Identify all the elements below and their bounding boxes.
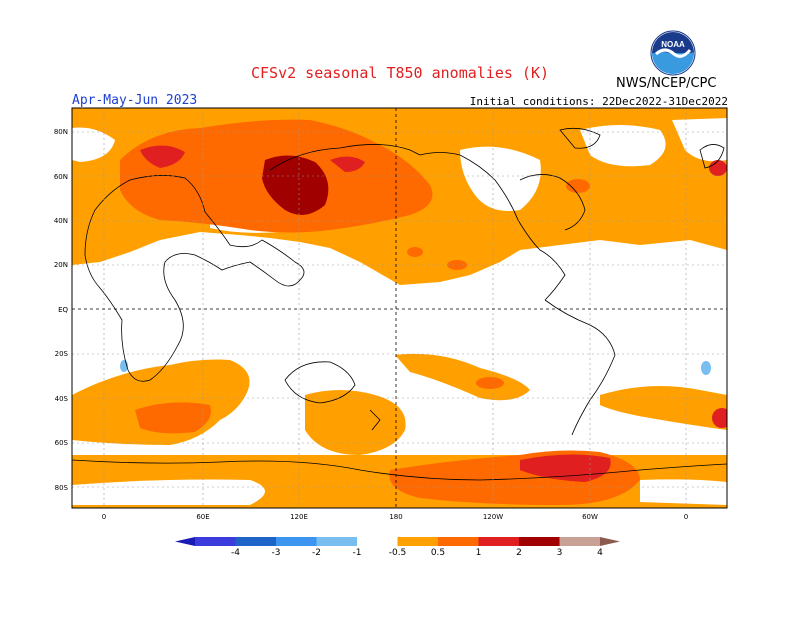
graticule [72,108,727,508]
lat-label: EQ [58,306,68,314]
colorbar: -4 -3 -2 -1 -0.5 0.5 1 2 3 4 [175,537,620,558]
colorbar-label: -1 [353,548,362,558]
colorbar-segment [438,537,479,546]
anomaly-field [72,108,727,508]
lon-label: 180 [389,513,402,521]
colorbar-label: -3 [272,548,281,558]
lon-labels: 0 60E 120E 180 120W 60W 0 [102,513,688,521]
colorbar-segment [519,537,560,546]
lat-label: 40N [54,217,68,225]
lat-label: 20S [55,350,69,358]
period-label: Apr-May-Jun 2023 [72,93,198,108]
colorbar-label: 3 [557,548,563,558]
lat-label: 80S [55,484,69,492]
colorbar-label: 2 [516,548,522,558]
colorbar-label: 0.5 [431,548,445,558]
lon-label: 60E [196,513,209,521]
lat-label: 80N [54,128,68,136]
lat-label: 40S [55,395,69,403]
lat-labels: 80N 60N 40N 20N EQ 20S 40S 60S 80S [54,128,69,492]
lat-label: 60S [55,439,69,447]
lon-label: 0 [684,513,688,521]
lon-label: 120E [290,513,308,521]
lon-label: 0 [102,513,106,521]
colorbar-label: -2 [312,548,321,558]
colorbar-segment [559,537,600,546]
colorbar-segment [316,537,357,546]
map-title: CFSv2 seasonal T850 anomalies (K) [250,64,549,82]
colorbar-label: 4 [597,548,603,558]
colorbar-arrow-right [600,537,620,546]
noaa-logo: NOAA [650,30,696,76]
colorbar-label: 1 [476,548,482,558]
colorbar-arrow-left [175,537,195,546]
colorbar-label: -4 [231,548,240,558]
colorbar-segment [276,537,317,546]
colorbar-segment [357,537,398,546]
map-frame [71,107,728,509]
colorbar-label: -0.5 [389,548,407,558]
lat-label: 60N [54,173,68,181]
lon-label: 120W [483,513,503,521]
initial-conditions-label: Initial conditions: 22Dec2022-31Dec2022 [469,95,728,108]
agency-label: NWS/NCEP/CPC [616,76,717,91]
coastlines [72,127,727,481]
lat-label: 20N [54,261,68,269]
colorbar-segment [235,537,276,546]
colorbar-segment [195,537,236,546]
colorbar-segment [397,537,438,546]
colorbar-segment [478,537,519,546]
lon-label: 60W [582,513,598,521]
logo-text: NOAA [661,40,685,49]
